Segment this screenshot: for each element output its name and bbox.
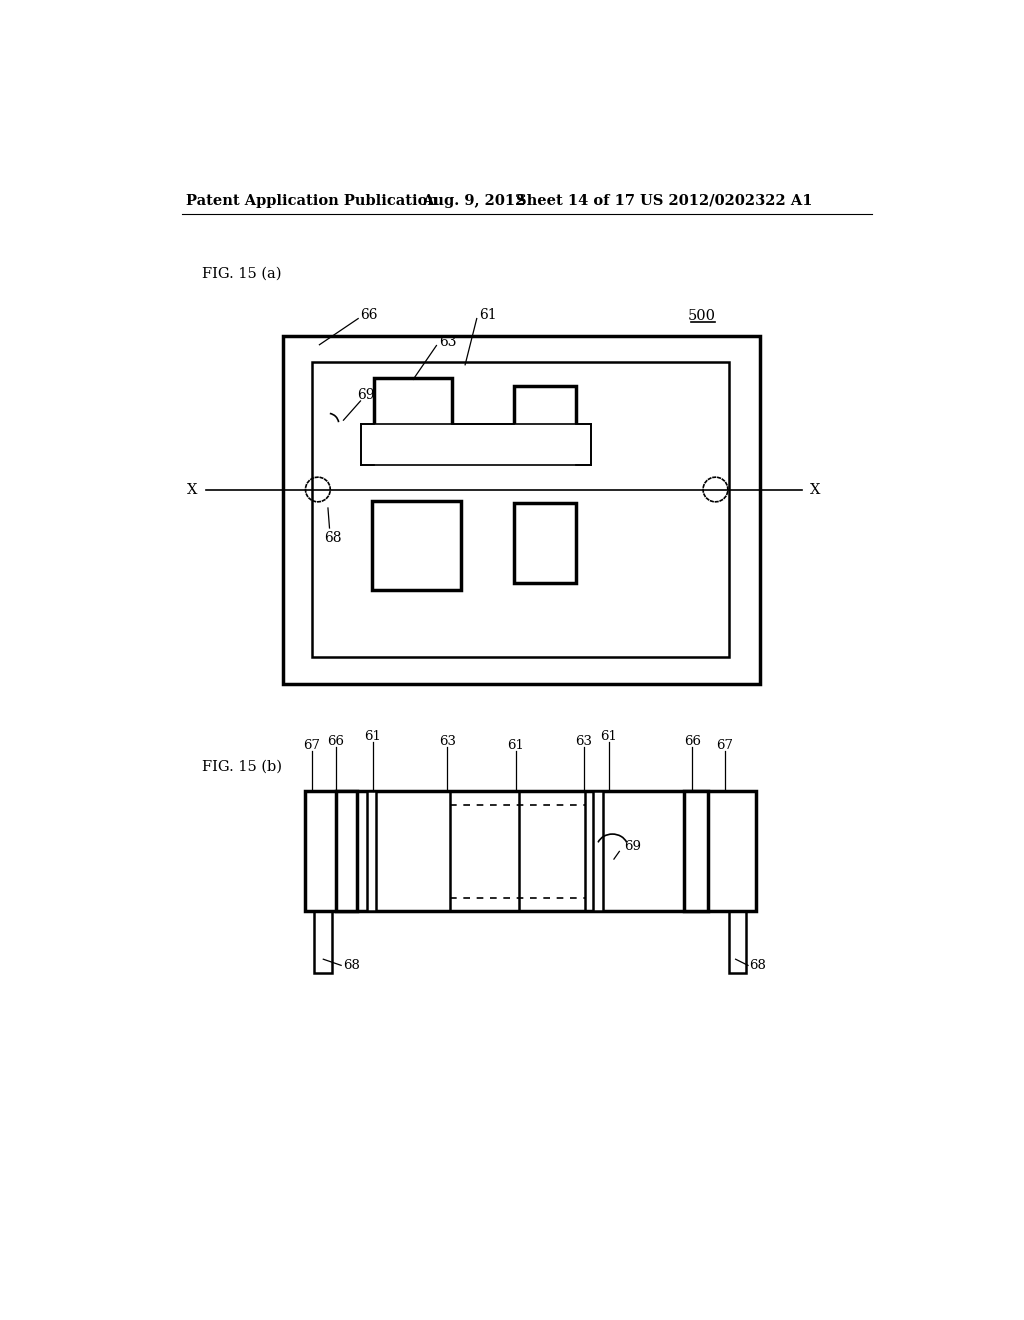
Text: 63: 63: [439, 735, 456, 748]
Text: 63: 63: [575, 735, 592, 748]
Bar: [312, 363, 729, 657]
Text: 500: 500: [687, 309, 716, 323]
Text: Patent Application Publication: Patent Application Publication: [186, 194, 438, 207]
Text: 68: 68: [324, 531, 342, 545]
Bar: [305, 792, 756, 911]
Bar: [283, 335, 760, 684]
Bar: [372, 502, 461, 590]
Bar: [375, 378, 452, 455]
Text: 66: 66: [328, 735, 344, 748]
Bar: [336, 792, 357, 911]
Bar: [729, 911, 745, 973]
Text: 69: 69: [624, 840, 641, 853]
Text: X: X: [810, 483, 820, 496]
Text: 67: 67: [716, 739, 733, 752]
Text: FIG. 15 (a): FIG. 15 (a): [202, 267, 282, 281]
Bar: [514, 385, 575, 444]
Text: 61: 61: [507, 739, 524, 752]
Text: 63: 63: [438, 335, 457, 348]
Bar: [367, 792, 376, 911]
Text: 69: 69: [356, 388, 374, 401]
Text: FIG. 15 (b): FIG. 15 (b): [202, 760, 282, 774]
Text: 68: 68: [750, 958, 766, 972]
Text: 61: 61: [365, 730, 381, 743]
Text: 61: 61: [600, 730, 616, 743]
Bar: [360, 424, 592, 465]
Text: 67: 67: [303, 739, 321, 752]
Bar: [593, 792, 603, 911]
Text: US 2012/0202322 A1: US 2012/0202322 A1: [640, 194, 812, 207]
Text: Aug. 9, 2012: Aug. 9, 2012: [423, 194, 526, 207]
Text: 66: 66: [684, 735, 700, 748]
Bar: [514, 503, 575, 583]
Bar: [314, 911, 332, 973]
Text: Sheet 14 of 17: Sheet 14 of 17: [515, 194, 635, 207]
Text: 61: 61: [479, 309, 497, 322]
Text: 66: 66: [360, 309, 378, 322]
Text: 68: 68: [343, 958, 360, 972]
Text: X: X: [187, 483, 198, 496]
Bar: [684, 792, 708, 911]
